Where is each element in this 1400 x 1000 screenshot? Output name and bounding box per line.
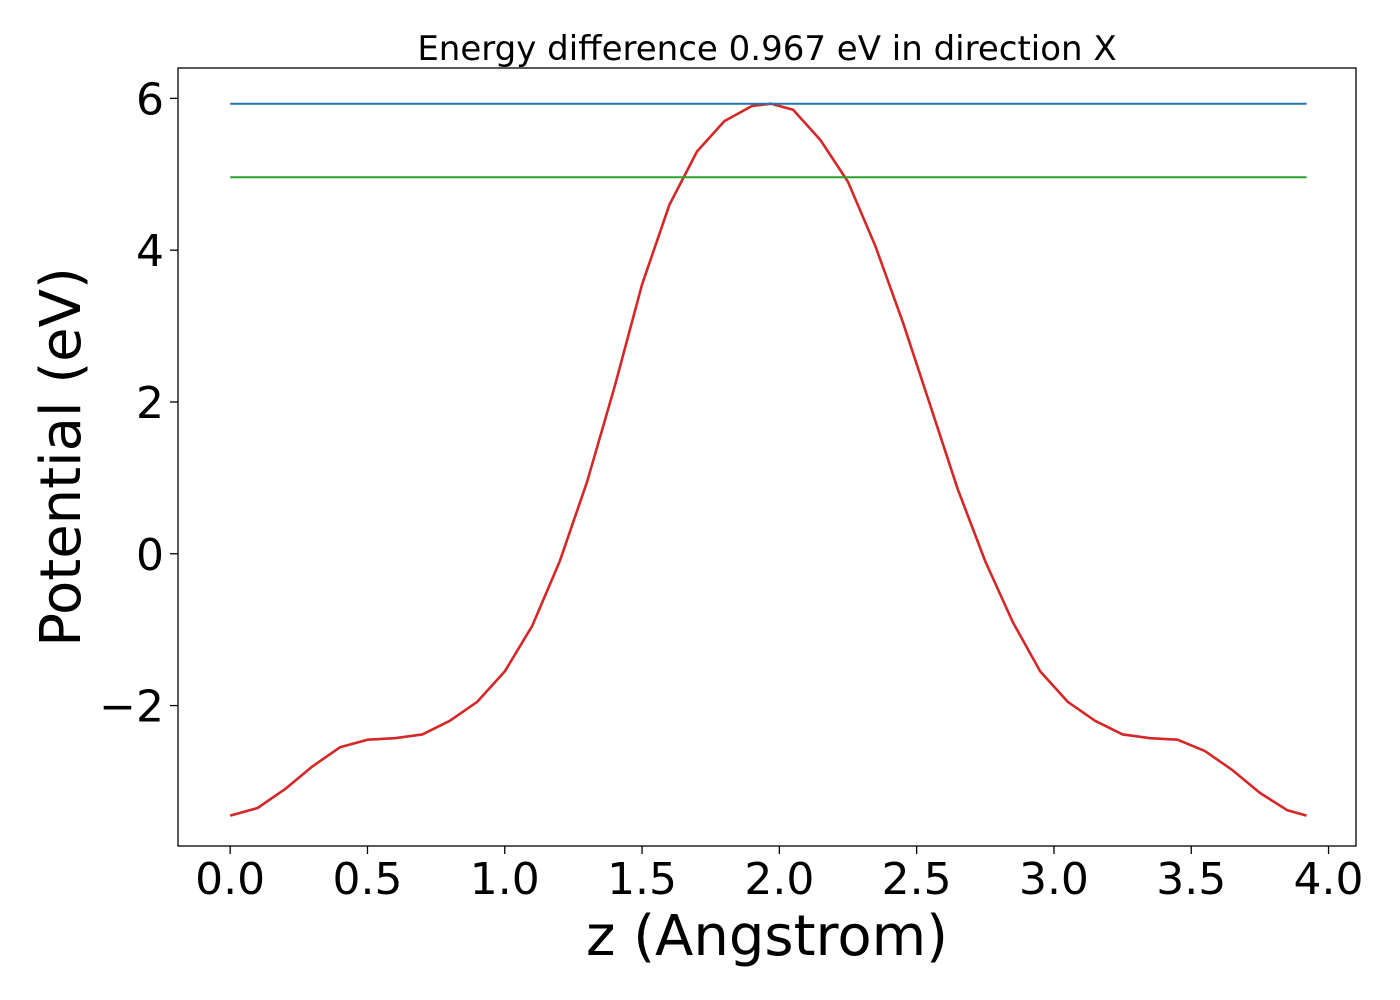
x-axis-ticks: 0.0 0.5 1.0 1.5 2.0 2.5 3.0 3.5 4.0 xyxy=(195,846,1364,905)
y-axis-ticks: −2 0 2 4 6 xyxy=(99,74,178,733)
x-tick-label: 1.0 xyxy=(470,854,540,905)
x-tick-label: 4.0 xyxy=(1294,854,1364,905)
x-tick-label: 2.5 xyxy=(882,854,952,905)
y-tick-label: 6 xyxy=(136,74,164,125)
y-tick-label: 0 xyxy=(136,530,164,581)
y-tick-label: 4 xyxy=(136,226,164,277)
y-axis-label: Potential (eV) xyxy=(29,267,94,647)
x-axis-label: z (Angstrom) xyxy=(586,904,948,969)
x-tick-label: 0.0 xyxy=(195,854,265,905)
series-line-0 xyxy=(229,102,1307,817)
chart-title: Energy difference 0.967 eV in direction … xyxy=(417,29,1116,69)
plot-area xyxy=(229,102,1307,817)
x-tick-label: 2.0 xyxy=(744,854,814,905)
plot-frame xyxy=(177,67,1357,847)
x-tick-label: 3.0 xyxy=(1019,854,1089,905)
x-tick-label: 0.5 xyxy=(332,854,402,905)
x-tick-label: 1.5 xyxy=(607,854,677,905)
y-tick-label: −2 xyxy=(99,682,164,733)
y-tick-label: 2 xyxy=(136,378,164,429)
x-tick-label: 3.5 xyxy=(1156,854,1226,905)
